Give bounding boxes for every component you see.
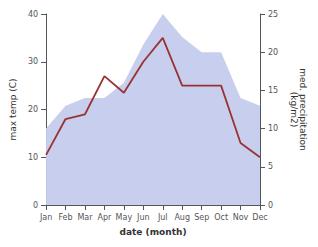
svg-text:25: 25 xyxy=(268,10,278,19)
svg-text:20: 20 xyxy=(28,105,38,114)
svg-text:med. precipitation: med. precipitation xyxy=(297,68,308,151)
svg-text:Apr: Apr xyxy=(97,213,112,222)
svg-text:Nov: Nov xyxy=(233,213,249,222)
svg-text:15: 15 xyxy=(268,86,278,95)
svg-text:5: 5 xyxy=(268,162,273,171)
svg-text:Jun: Jun xyxy=(136,213,150,222)
svg-text:Sep: Sep xyxy=(194,213,209,222)
svg-text:30: 30 xyxy=(28,57,38,66)
svg-text:0: 0 xyxy=(33,201,38,210)
svg-text:0: 0 xyxy=(268,201,273,210)
svg-text:date (month): date (month) xyxy=(120,227,187,237)
svg-text:10: 10 xyxy=(268,124,278,133)
svg-text:20: 20 xyxy=(268,48,278,57)
svg-text:Dec: Dec xyxy=(252,213,267,222)
svg-text:(kg/m2): (kg/m2) xyxy=(289,92,299,127)
svg-text:Feb: Feb xyxy=(58,213,72,222)
svg-text:Jul: Jul xyxy=(157,213,168,222)
svg-text:max temp (C): max temp (C) xyxy=(8,78,18,140)
svg-text:Mar: Mar xyxy=(77,213,93,222)
svg-text:May: May xyxy=(116,213,133,222)
svg-text:10: 10 xyxy=(28,153,38,162)
svg-text:Oct: Oct xyxy=(214,213,228,222)
svg-text:Jan: Jan xyxy=(39,213,52,222)
svg-text:Aug: Aug xyxy=(174,213,190,222)
svg-text:40: 40 xyxy=(28,10,38,19)
